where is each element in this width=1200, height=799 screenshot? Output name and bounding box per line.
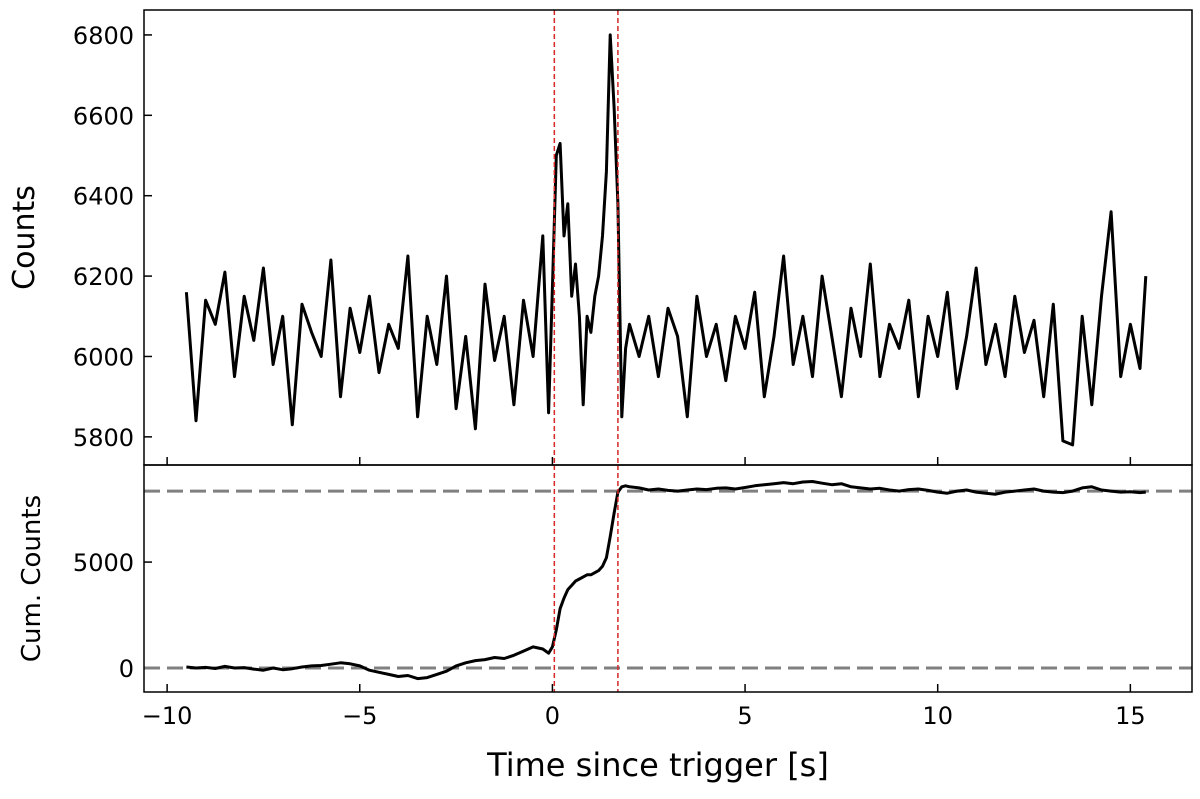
y-axis-label: Counts — [7, 185, 42, 290]
x-tick-label: 10 — [922, 702, 953, 730]
y-tick-label: 6200 — [73, 263, 134, 291]
plot-frame — [143, 464, 1193, 693]
y-tick-label: 6600 — [73, 102, 134, 130]
data-line — [186, 480, 1146, 681]
y-tick-label: 5000 — [73, 549, 134, 577]
y-tick-label: 6800 — [73, 22, 134, 50]
data-line — [184, 33, 1148, 447]
x-tick-label: −10 — [142, 702, 193, 730]
x-tick-label: 15 — [1115, 702, 1146, 730]
y-tick-label: 6400 — [73, 183, 134, 211]
plot-frame — [143, 9, 1193, 466]
y-tick-label: 6000 — [73, 343, 134, 371]
y-tick-label: 0 — [119, 655, 134, 683]
y-tick-label: 5800 — [73, 424, 134, 452]
x-tick-label: −5 — [342, 702, 377, 730]
y-axis-label: Cum. Counts — [17, 495, 47, 662]
x-axis-label: Time since trigger [s] — [486, 746, 829, 784]
x-tick-label: 5 — [737, 702, 752, 730]
x-tick-label: 0 — [545, 702, 560, 730]
